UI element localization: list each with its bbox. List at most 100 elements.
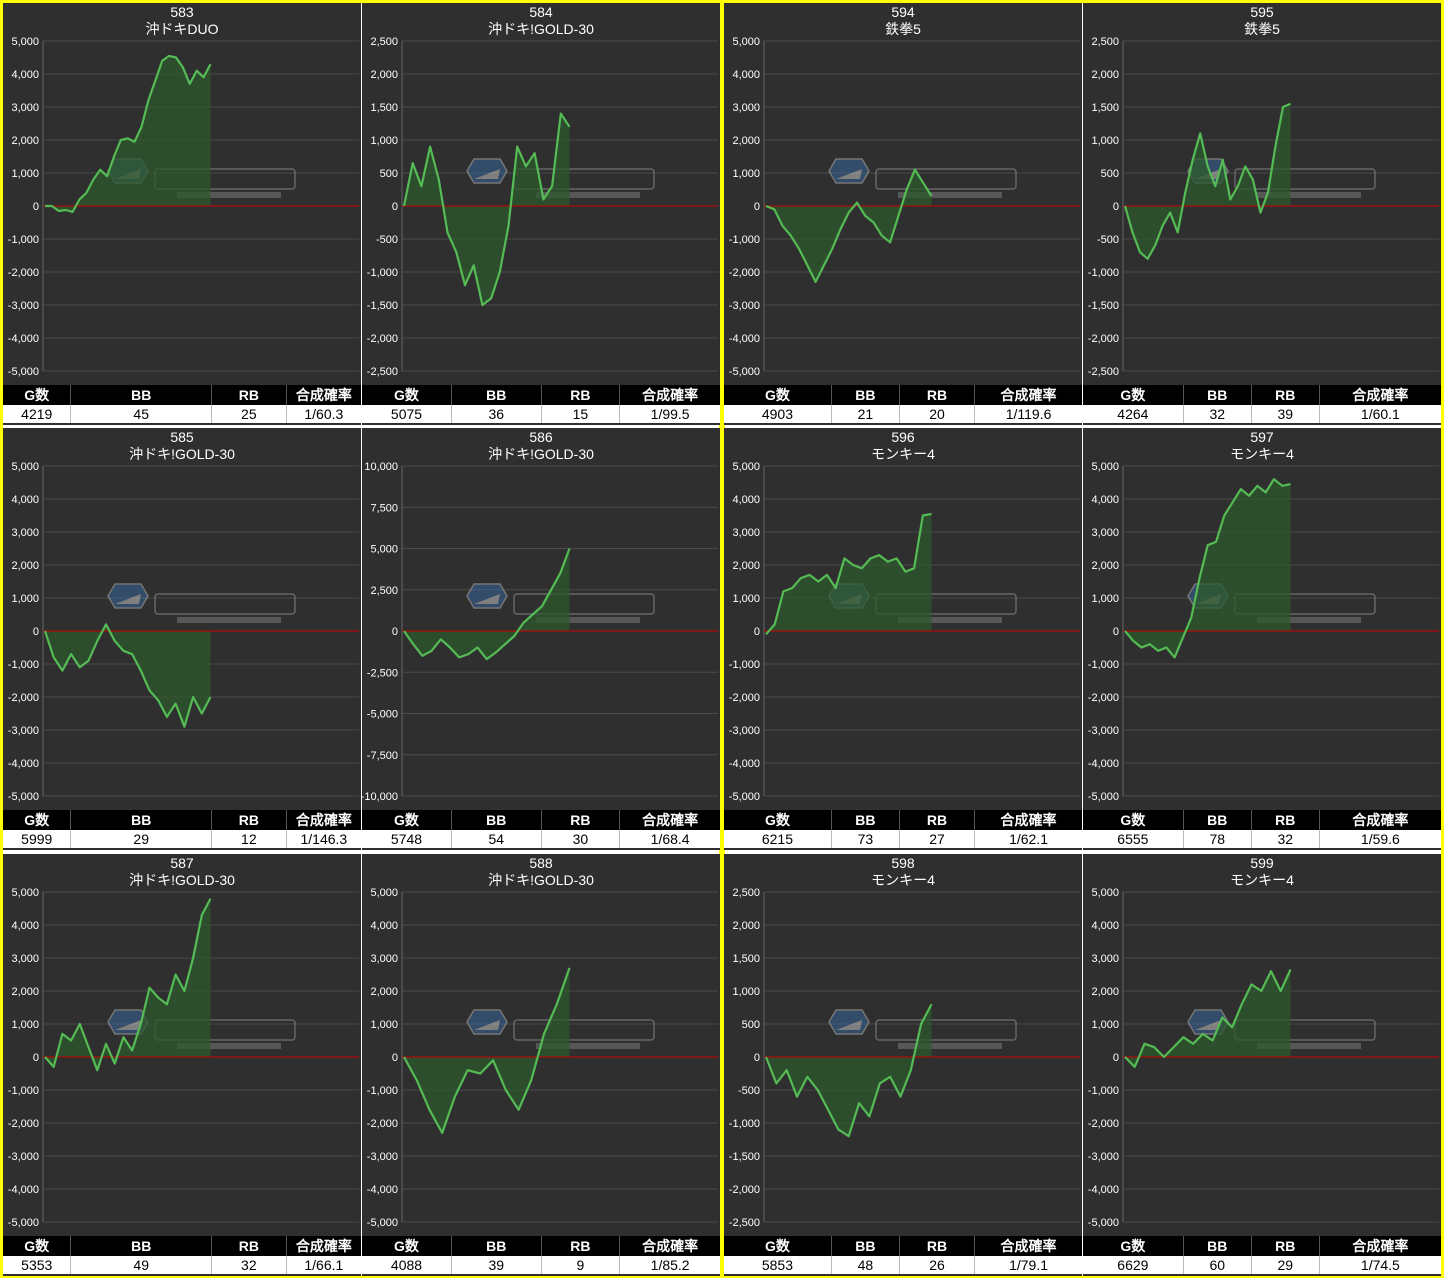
series-line <box>764 1003 933 1138</box>
y-tick-label: 500 <box>380 168 398 180</box>
series-line <box>402 112 571 307</box>
y-tick-label: 0 <box>33 626 39 638</box>
machine-panel[interactable]: 588 沖ドキ!GOLD-30 5,000 4,000 3,000 2,000 1,000 0… <box>362 854 720 1276</box>
analysis-slot-logo <box>107 583 296 623</box>
machine-panel[interactable]: 584 沖ドキ!GOLD-30 2,500 2,000 1,500 1,000 500 0 -5… <box>362 3 720 425</box>
y-tick-label: 4,000 <box>732 494 760 506</box>
stats-value: 25 <box>210 405 287 423</box>
y-tick-label: -1,000 <box>729 1118 760 1130</box>
y-tick-label: -4,000 <box>1088 758 1119 770</box>
machine-number: 584 <box>529 4 553 20</box>
machine-model: モンキー4 <box>1230 872 1294 888</box>
y-tick-label: -3,000 <box>729 300 760 312</box>
machine-panel[interactable]: 594 鉄拳5 5,000 4,000 3,000 2,000 1,000 0 -1,000 -2… <box>724 3 1082 425</box>
y-tick-label: -4,000 <box>8 758 39 770</box>
stats-header: G数 <box>3 385 71 405</box>
machine-model: モンキー4 <box>871 872 935 888</box>
stats-value: 4264 <box>1083 405 1184 423</box>
machine-number: 596 <box>891 429 915 445</box>
machine-panel[interactable]: 599 モンキー4 5,000 4,000 3,000 2,000 1,000 0 -1,000… <box>1083 854 1441 1276</box>
series-line <box>1124 969 1292 1068</box>
y-tick-label: 1,000 <box>1091 593 1119 605</box>
y-tick-label: -2,000 <box>367 333 398 345</box>
machine-model: 沖ドキ!GOLD-30 <box>129 872 235 888</box>
stats-header: G数 <box>724 1236 832 1256</box>
machine-number: 586 <box>529 429 553 445</box>
stats-header: 合成確率 <box>1318 810 1441 830</box>
stats-header: RB <box>540 385 620 405</box>
y-tick-label: -1,000 <box>367 1085 398 1097</box>
series-area <box>1125 479 1291 658</box>
stats-header: RB <box>1250 810 1320 830</box>
y-tick-label: 2,000 <box>370 69 398 81</box>
stats-value: 5853 <box>724 1256 832 1274</box>
y-tick-label: -4,000 <box>8 333 39 345</box>
series-line <box>44 898 212 1072</box>
stats-value: 78 <box>1182 830 1252 848</box>
machine-panel[interactable]: 583 沖ドキDUO 5,000 4,000 3,000 2,000 1,000 0 -1,00… <box>3 3 361 425</box>
stats-header: 合成確率 <box>285 385 361 405</box>
stats-value: 4903 <box>724 405 832 423</box>
machine-panel[interactable]: 598 モンキー4 2,500 2,000 1,500 1,000 500 0 -500 -1,0… <box>724 854 1082 1276</box>
stats-table: G数 BB RB 合成確率 5748 54 30 1/68.4 <box>362 810 720 848</box>
stats-value: 29 <box>1250 1256 1320 1274</box>
stats-header: BB <box>451 385 541 405</box>
y-tick-label: -2,000 <box>8 692 39 704</box>
stats-header: RB <box>1250 1236 1320 1256</box>
y-tick-label: -1,000 <box>729 234 760 246</box>
y-tick-label: 7,500 <box>370 502 398 514</box>
stats-header: BB <box>1182 1236 1252 1256</box>
stats-value: 4219 <box>3 405 71 423</box>
y-tick-label: -2,000 <box>367 1118 398 1130</box>
series-line <box>45 54 212 213</box>
stats-table: G数 BB RB 合成確率 4219 45 25 1/60.3 <box>3 385 361 423</box>
stats-value: 1/79.1 <box>974 1256 1082 1274</box>
stats-header: BB <box>830 1236 900 1256</box>
y-tick-label: 1,500 <box>1091 102 1119 114</box>
y-tick-label: 1,500 <box>732 953 760 965</box>
y-tick-label: 2,000 <box>11 986 39 998</box>
y-tick-label: -1,500 <box>729 1151 760 1163</box>
stats-header: 合成確率 <box>619 810 720 830</box>
machine-model: モンキー4 <box>1230 446 1294 462</box>
y-tick-label: 1,000 <box>1091 1019 1119 1031</box>
y-tick-label: 5,000 <box>11 887 39 899</box>
y-tick-label: -1,000 <box>1088 659 1119 671</box>
y-tick-label: 5,000 <box>1091 461 1119 473</box>
stats-header: 合成確率 <box>619 385 720 405</box>
stats-value: 39 <box>1250 405 1320 423</box>
y-tick-label: 1,500 <box>370 102 398 114</box>
y-tick-label: 2,000 <box>11 135 39 147</box>
stats-value: 1/60.1 <box>1318 405 1441 423</box>
stats-value: 1/66.1 <box>285 1256 361 1274</box>
machine-panel[interactable]: 586 沖ドキ!GOLD-30 10,000 7,500 5,000 2,500 0 -2,5… <box>362 428 720 850</box>
y-tick-label: 5,000 <box>1091 887 1119 899</box>
stats-header: G数 <box>3 810 71 830</box>
machine-panel[interactable]: 596 モンキー4 5,000 4,000 3,000 2,000 1,000 0 -1,000… <box>724 428 1082 850</box>
stats-header: BB <box>451 1236 541 1256</box>
stats-table: G数 BB RB 合成確率 4903 21 20 1/119.6 <box>724 385 1082 423</box>
machine-model: 沖ドキ!GOLD-30 <box>488 446 594 462</box>
stats-value: 54 <box>451 830 541 848</box>
machine-model: モンキー4 <box>871 446 935 462</box>
machine-model: 沖ドキ!GOLD-30 <box>488 872 594 888</box>
machine-panel[interactable]: 585 沖ドキ!GOLD-30 5,000 4,000 3,000 2,000 1,000 0… <box>3 428 361 850</box>
y-tick-label: 500 <box>742 1019 760 1031</box>
y-tick-label: 1,000 <box>732 168 760 180</box>
stats-table: G数 BB RB 合成確率 4088 39 9 1/85.2 <box>362 1236 720 1274</box>
y-tick-label: 2,000 <box>732 560 760 572</box>
y-tick-label: -1,000 <box>1088 267 1119 279</box>
y-tick-label: 3,000 <box>732 527 760 539</box>
stats-value: 6555 <box>1083 830 1184 848</box>
machine-model: 沖ドキDUO <box>145 21 218 37</box>
series-area <box>766 169 932 282</box>
machine-panel[interactable]: 597 モンキー4 5,000 4,000 3,000 2,000 1,000 0 -1,000… <box>1083 428 1441 850</box>
machine-panel[interactable]: 595 鉄拳5 2,500 2,000 1,500 1,000 500 0 -500 -1,000… <box>1083 3 1441 425</box>
machine-panel[interactable]: 587 沖ドキ!GOLD-30 5,000 4,000 3,000 2,000 1,000 0… <box>3 854 361 1276</box>
y-tick-label: -2,000 <box>1088 692 1119 704</box>
series-area <box>45 898 211 1071</box>
y-tick-label: 4,000 <box>11 920 39 932</box>
machine-model: 鉄拳5 <box>885 21 921 37</box>
